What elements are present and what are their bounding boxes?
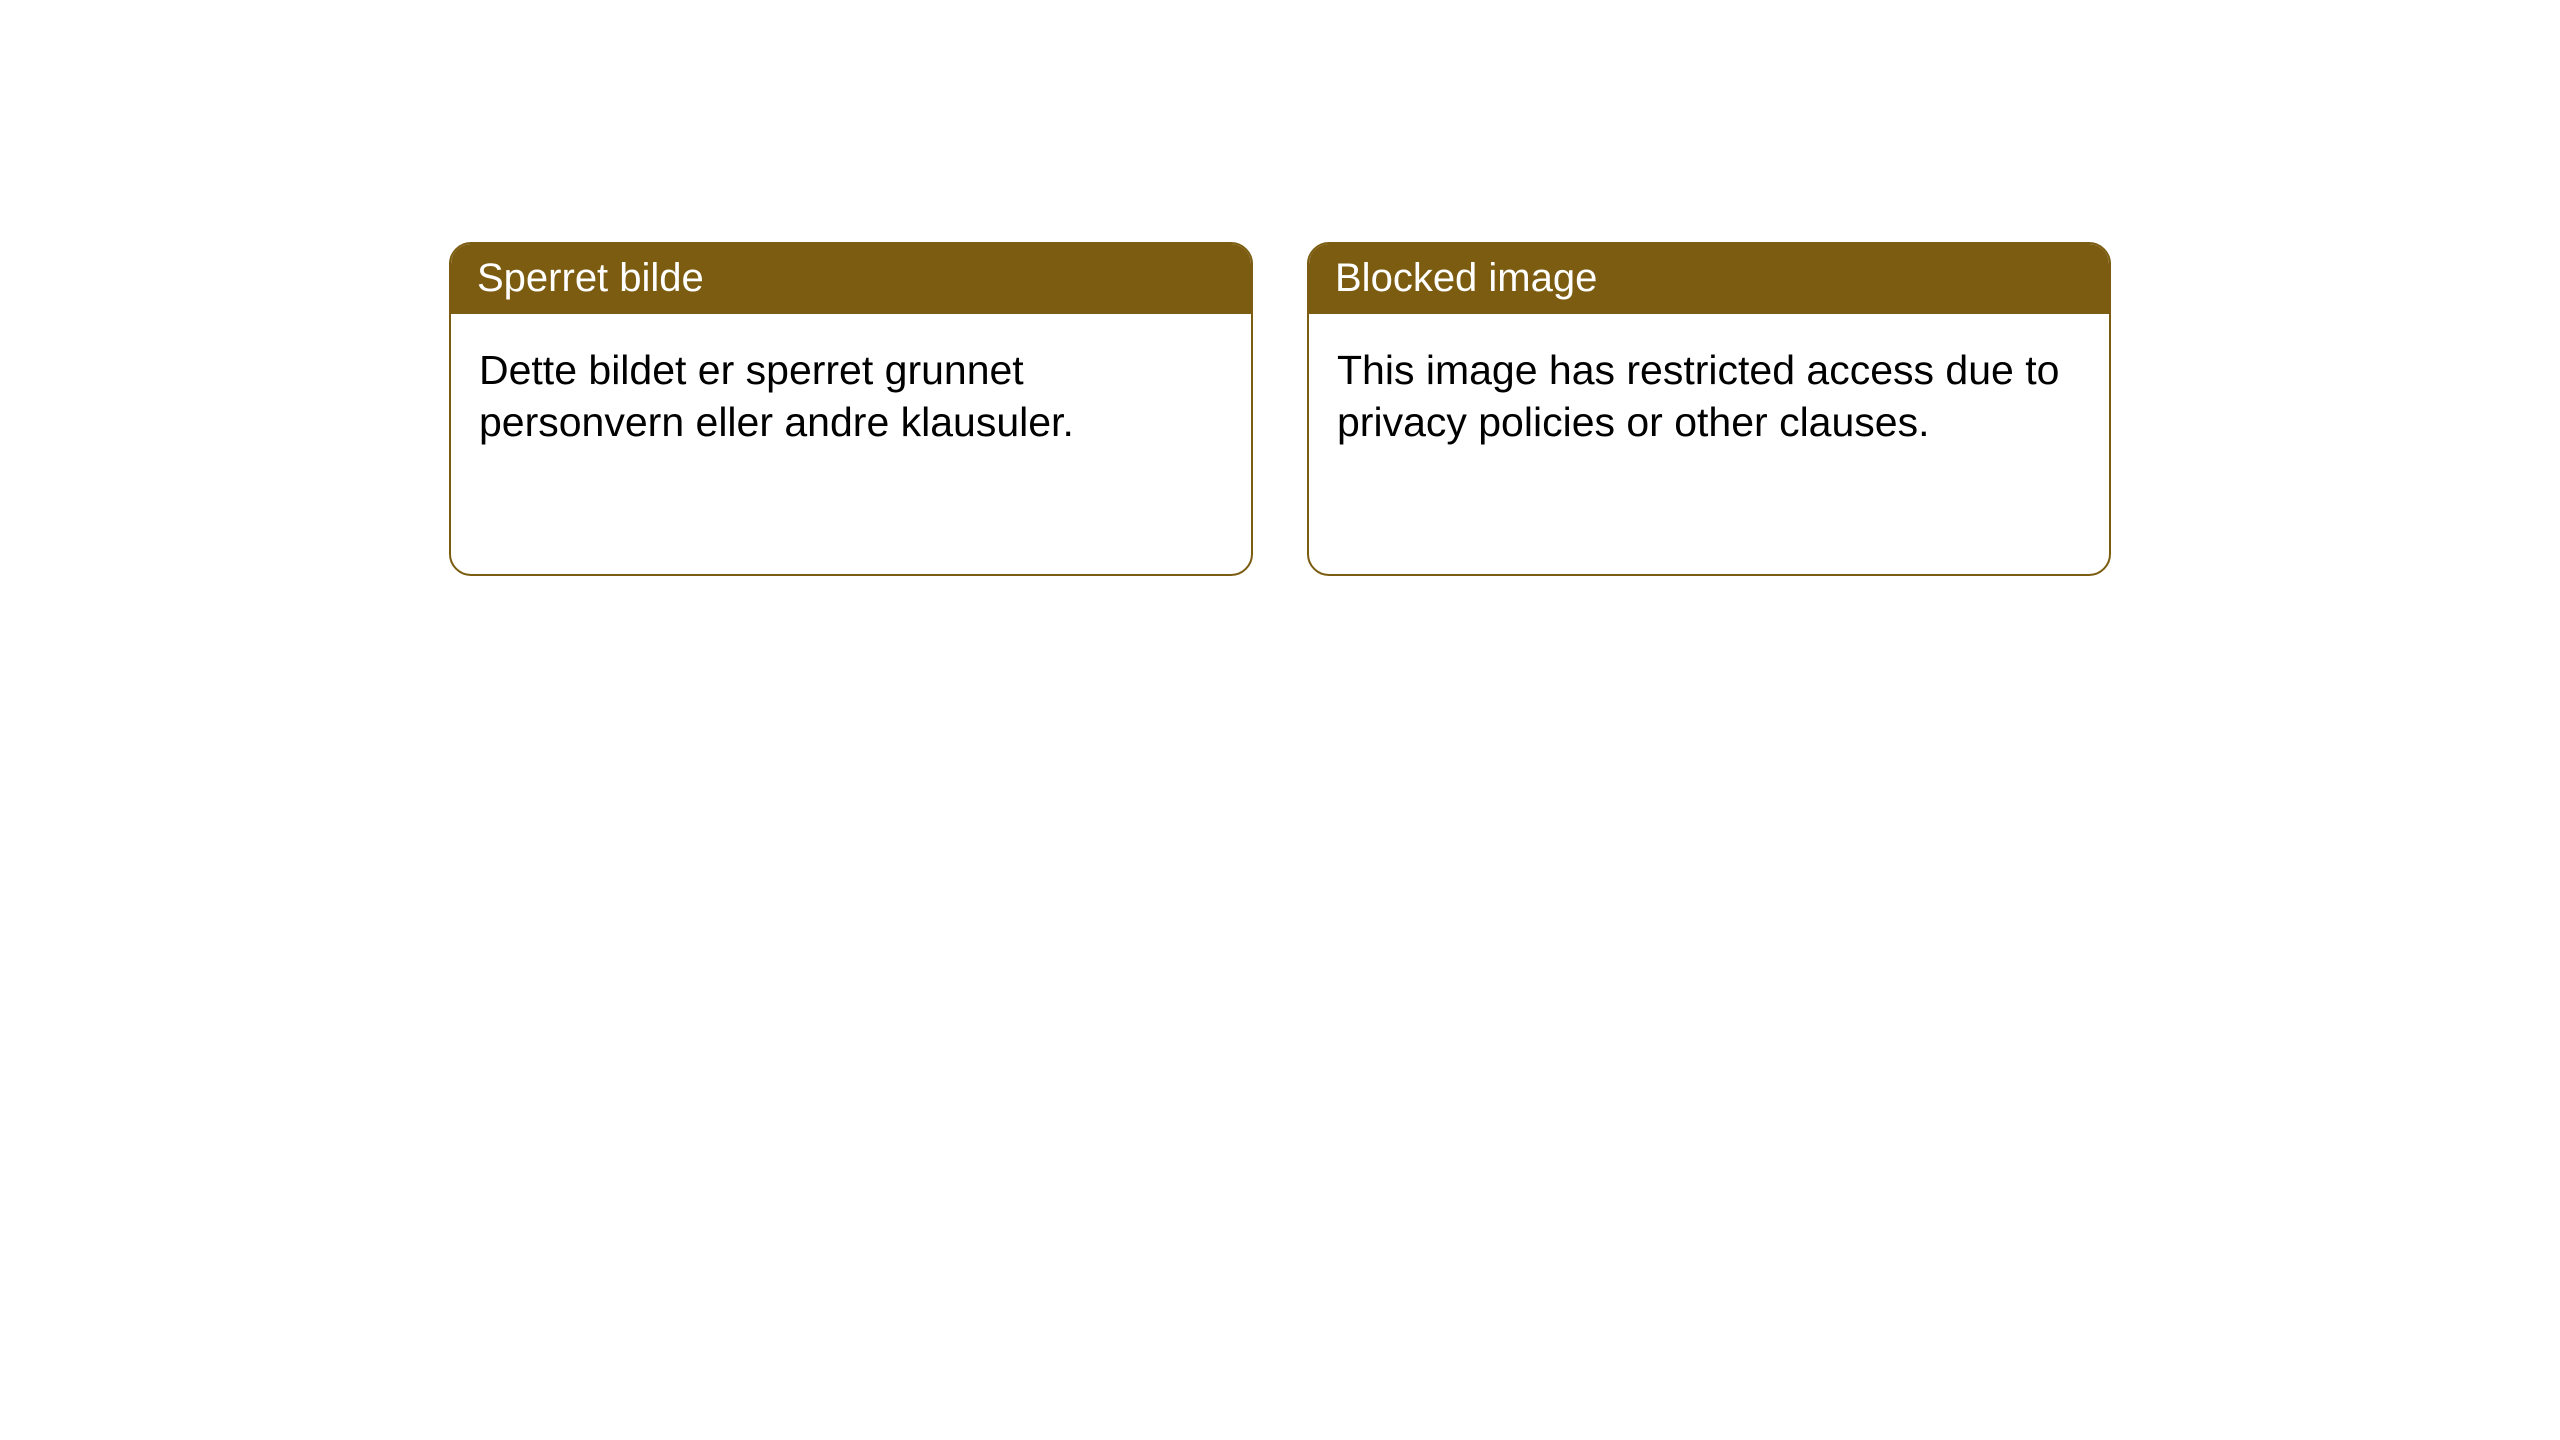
card-message: Dette bildet er sperret grunnet personve… [479,347,1074,445]
blocked-image-card-en: Blocked image This image has restricted … [1307,242,2111,576]
card-body: This image has restricted access due to … [1309,314,2109,479]
card-title: Sperret bilde [477,256,704,300]
blocked-image-card-no: Sperret bilde Dette bildet er sperret gr… [449,242,1253,576]
card-header: Sperret bilde [451,244,1251,314]
card-header: Blocked image [1309,244,2109,314]
card-title: Blocked image [1335,256,1597,300]
cards-container: Sperret bilde Dette bildet er sperret gr… [0,0,2560,576]
card-body: Dette bildet er sperret grunnet personve… [451,314,1251,479]
card-message: This image has restricted access due to … [1337,347,2059,445]
